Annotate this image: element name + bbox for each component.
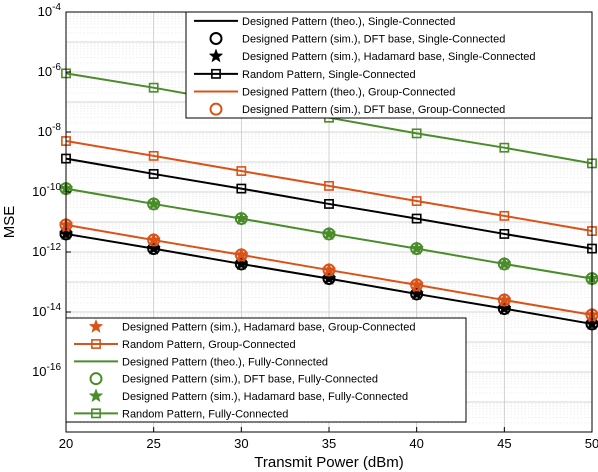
data-point-star [146, 196, 161, 211]
y-axis-label: MSE [1, 206, 18, 239]
legend-box [185, 11, 593, 119]
y-tick-label: 10-12 [32, 242, 61, 259]
legend-label: Designed Pattern (sim.), Hadamard base, … [122, 391, 408, 403]
y-tick-label: 10-4 [38, 2, 62, 19]
legend-item: Random Pattern, Fully-Connected [74, 408, 288, 420]
data-point-star [321, 270, 337, 285]
data-point-star [234, 256, 249, 271]
data-point-square [148, 169, 159, 179]
x-tick-label: 25 [146, 436, 160, 451]
legend-box [65, 317, 467, 423]
x-tick-label: 20 [59, 436, 73, 451]
data-point-square [411, 196, 422, 206]
x-tick-label: 45 [497, 436, 511, 451]
legend-label: Random Pattern, Group-Connected [122, 339, 296, 351]
legend-label: Random Pattern, Fully-Connected [122, 408, 288, 420]
data-point-circle [209, 102, 223, 116]
x-tick-label: 50 [585, 436, 598, 451]
legend-item: Random Pattern, Group-Connected [74, 339, 296, 351]
data-point-star [497, 256, 512, 271]
data-point-square [324, 199, 334, 209]
y-tick-label: 10-10 [32, 182, 61, 199]
data-point-square [499, 229, 510, 239]
legend-label: Designed Pattern (sim.), Hadamard base, … [242, 51, 535, 63]
x-tick-label: 35 [322, 436, 336, 451]
x-tick-label: 30 [234, 436, 248, 451]
data-point-circle [89, 372, 103, 386]
legend-item: Designed Pattern (sim.), Hadamard base, … [88, 388, 408, 403]
data-point-star [497, 300, 512, 315]
legend-item: Designed Pattern (theo.), Single-Connect… [194, 16, 455, 28]
legend-label: Designed Pattern (theo.), Group-Connecte… [242, 87, 455, 99]
data-point-square [411, 213, 422, 224]
legend-top-right: Designed Pattern (theo.), Single-Connect… [185, 11, 593, 119]
data-point-star [234, 247, 249, 262]
y-tick-label: 10-16 [32, 362, 61, 379]
legend-item: Designed Pattern (sim.), DFT base, Fully… [89, 372, 378, 386]
data-point-square [148, 150, 159, 161]
data-point-square [411, 128, 422, 139]
data-point-square [499, 142, 510, 153]
data-point-star [409, 277, 424, 292]
data-point-square [324, 180, 334, 191]
data-point-star [409, 286, 424, 301]
x-tick-label: 40 [409, 436, 423, 451]
data-point-square [148, 82, 159, 93]
legend-label: Designed Pattern (sim.), Hadamard base, … [122, 322, 415, 334]
legend-label: Designed Pattern (theo.), Single-Connect… [242, 16, 455, 28]
legend-bottom-left: Designed Pattern (sim.), Hadamard base, … [65, 317, 467, 423]
data-point-star [321, 262, 337, 277]
data-point-star [88, 318, 104, 333]
legend-item: Random Pattern, Single-Connected [194, 69, 416, 81]
y-tick-label: 10-6 [38, 62, 62, 79]
data-point-star [497, 292, 512, 307]
data-point-square [91, 408, 101, 419]
data-point-star [234, 210, 249, 225]
legend-label: Random Pattern, Single-Connected [242, 69, 416, 81]
legend-label: Designed Pattern (sim.), DFT base, Group… [242, 104, 505, 116]
data-point-square [236, 183, 247, 194]
legend-item: Designed Pattern (sim.), Hadamard base, … [88, 318, 415, 334]
data-point-star [88, 388, 104, 403]
data-point-square [499, 210, 510, 221]
data-point-square [91, 339, 101, 349]
series-line [65, 157, 593, 250]
data-point-star [146, 232, 161, 247]
legend-label: Designed Pattern (theo.), Fully-Connecte… [122, 356, 328, 368]
legend-label: Designed Pattern (sim.), DFT base, Singl… [242, 34, 505, 46]
x-axis-label: Transmit Power (dBm) [254, 454, 403, 471]
legend-item: Designed Pattern (theo.), Fully-Connecte… [74, 356, 328, 368]
series-line [65, 140, 593, 233]
legend-item: Designed Pattern (sim.), Hadamard base, … [208, 48, 535, 63]
y-tick-label: 10-14 [32, 302, 61, 319]
axis-ticks: 20 25 30 35 40 45 50 10-4 10-6 10-8 10-10 10-12 10-1… [32, 2, 598, 451]
data-point-star [208, 48, 224, 63]
data-point-square [236, 166, 247, 176]
data-point-square [211, 68, 221, 79]
y-tick-label: 10-8 [38, 122, 62, 139]
data-point-circle [209, 32, 223, 45]
data-point-star [409, 240, 424, 255]
series-layer [58, 68, 598, 331]
legend-item: Designed Pattern (sim.), DFT base, Group… [209, 102, 505, 116]
data-point-star [146, 240, 161, 255]
series-3 [61, 153, 597, 254]
legend-label: Designed Pattern (sim.), DFT base, Fully… [122, 374, 378, 386]
data-point-star [321, 226, 337, 241]
legend-item: Designed Pattern (sim.), DFT base, Singl… [209, 32, 505, 46]
legend-item: Designed Pattern (theo.), Group-Connecte… [194, 87, 455, 99]
legends: Designed Pattern (theo.), Single-Connect… [65, 11, 593, 423]
